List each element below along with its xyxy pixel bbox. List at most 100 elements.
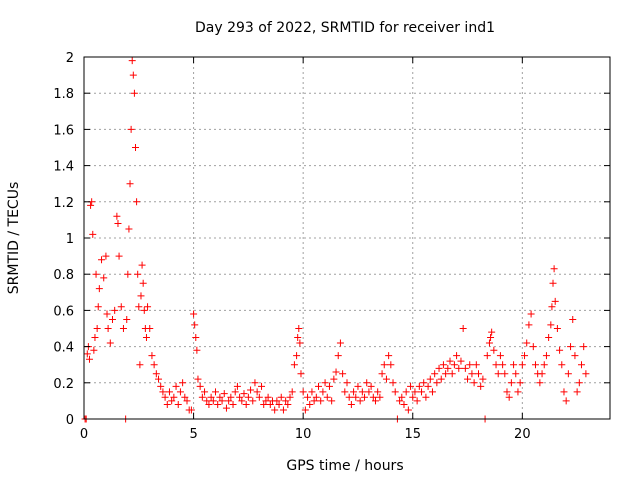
- data-point: [505, 393, 513, 401]
- data-point: [542, 352, 550, 360]
- data-point: [103, 310, 111, 318]
- data-point: [435, 364, 443, 372]
- data-point: [479, 375, 487, 383]
- data-point: [229, 401, 237, 409]
- data-point: [466, 361, 474, 369]
- data-point: [470, 379, 478, 387]
- data-point: [266, 401, 274, 409]
- data-point: [150, 361, 158, 369]
- data-point: [540, 361, 548, 369]
- data-point: [115, 252, 123, 260]
- data-point: [345, 393, 353, 401]
- data-point: [295, 325, 303, 332]
- data-point: [444, 364, 452, 372]
- data-point: [139, 279, 147, 287]
- data-point: [137, 292, 145, 300]
- data-point: [402, 388, 410, 396]
- data-point: [90, 346, 98, 354]
- data-point: [496, 352, 504, 360]
- data-point: [571, 352, 579, 360]
- data-point: [138, 261, 146, 269]
- data-point: [328, 397, 336, 405]
- data-point: [358, 388, 366, 396]
- axis-ticks: [83, 56, 610, 420]
- data-point: [207, 393, 215, 401]
- data-point: [95, 285, 103, 293]
- data-point: [319, 388, 327, 396]
- y-tick-label: 1.8: [53, 87, 74, 102]
- data-point: [350, 388, 358, 396]
- data-point: [132, 144, 140, 151]
- data-point: [181, 393, 189, 401]
- data-point: [161, 393, 169, 401]
- data-point: [407, 382, 415, 390]
- y-tick-label: 0.6: [53, 304, 74, 319]
- y-tick-label: 1.6: [53, 123, 74, 138]
- data-point: [104, 325, 112, 332]
- data-point: [374, 388, 382, 396]
- data-point: [487, 334, 495, 342]
- y-tick-label: 2: [66, 51, 74, 66]
- data-point: [142, 334, 150, 342]
- data-point: [92, 270, 100, 278]
- data-point: [400, 401, 408, 409]
- data-point: [244, 393, 252, 401]
- data-point: [582, 370, 590, 378]
- data-point: [341, 388, 349, 396]
- data-point: [387, 361, 395, 369]
- data-point: [203, 397, 211, 405]
- data-point: [413, 397, 421, 405]
- data-point: [369, 393, 377, 401]
- data-point: [249, 397, 257, 405]
- data-point: [516, 379, 524, 387]
- data-point: [251, 379, 259, 387]
- data-point: [562, 397, 570, 405]
- data-point: [396, 397, 404, 405]
- data-point: [457, 357, 465, 365]
- data-point: [450, 361, 458, 369]
- data-point: [293, 352, 301, 360]
- data-point: [100, 274, 108, 282]
- data-point: [343, 379, 351, 387]
- x-tick-label: 5: [189, 427, 197, 442]
- data-point: [376, 393, 384, 401]
- data-point: [255, 393, 263, 401]
- data-point: [190, 310, 198, 318]
- x-tick-labels: 0 5 10 15 20: [80, 427, 531, 442]
- data-point: [485, 339, 493, 347]
- data-point: [130, 89, 138, 97]
- data-point: [551, 297, 559, 305]
- data-point: [321, 379, 329, 387]
- data-point: [564, 370, 572, 378]
- data-point: [271, 406, 279, 414]
- data-point: [569, 315, 577, 323]
- data-point: [260, 401, 268, 409]
- data-point: [422, 393, 430, 401]
- data-point: [284, 401, 292, 409]
- data-point: [119, 325, 127, 332]
- chart-title: Day 293 of 2022, SRMTID for receiver ind…: [195, 20, 495, 36]
- data-point: [488, 328, 496, 336]
- data-point: [404, 406, 412, 414]
- data-point: [176, 388, 184, 396]
- data-point: [247, 386, 255, 394]
- data-point: [174, 401, 182, 409]
- data-point: [409, 393, 417, 401]
- data-point: [133, 198, 141, 206]
- data-point: [461, 364, 469, 372]
- data-point: [560, 388, 568, 396]
- x-tick-label: 0: [80, 427, 88, 442]
- data-point: [448, 370, 456, 378]
- data-point: [547, 321, 555, 329]
- data-point: [580, 343, 588, 351]
- data-point: [529, 343, 537, 351]
- data-point: [455, 364, 463, 372]
- data-point: [494, 370, 502, 378]
- data-point: [117, 303, 125, 311]
- data-point: [382, 375, 390, 383]
- data-point: [187, 406, 195, 414]
- data-point: [94, 303, 102, 311]
- data-point: [363, 379, 371, 387]
- data-point: [523, 339, 531, 347]
- data-point: [512, 370, 520, 378]
